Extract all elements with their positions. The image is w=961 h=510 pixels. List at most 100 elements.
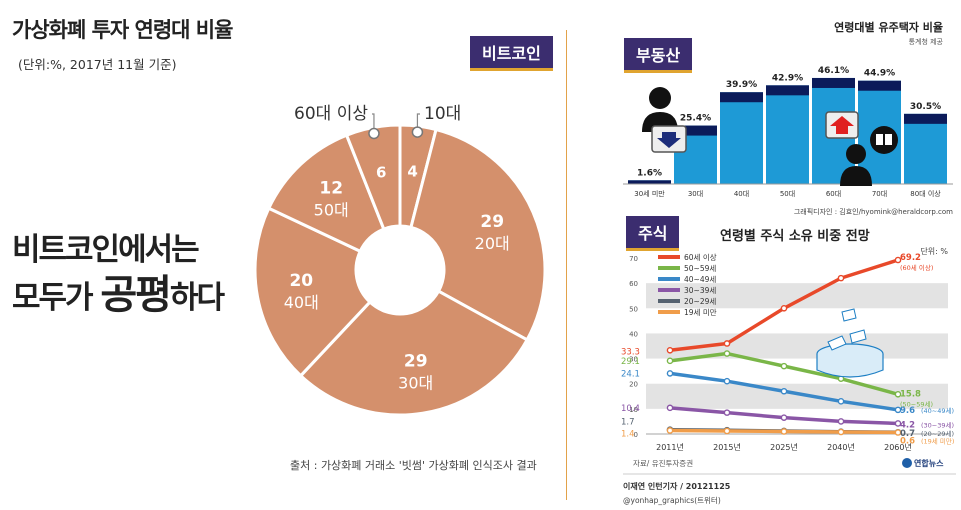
bar-value-label: 25.4% (680, 114, 711, 124)
headline-post: 하다 (169, 280, 225, 316)
bar-value-label: 30.5% (910, 102, 941, 112)
headline-pre: 모두가 (12, 280, 101, 316)
series-point (780, 304, 788, 312)
y-tick-label: 40 (629, 330, 638, 338)
bitcoin-tag: 비트코인 (470, 36, 553, 71)
series-point (894, 390, 902, 398)
stocks-reporter: 이재연 인턴기자 / 20121125 (623, 481, 731, 491)
series-point (666, 427, 674, 434)
legend-label: 19세 미만 (684, 308, 717, 317)
series-point (780, 387, 788, 395)
series-end-label: 69.2 (900, 253, 921, 263)
series-end-note: (60세 이상) (900, 263, 933, 272)
real-estate-tag: 부동산 (624, 38, 693, 73)
series-start-label: 1.7 (621, 418, 635, 428)
series-point (723, 409, 731, 416)
bar-category-label: 80대 이상 (910, 189, 941, 198)
y-tick-label: 10 (629, 406, 638, 414)
series-point (780, 362, 788, 370)
series-point (723, 340, 731, 347)
series-end-note: (20~29세) (921, 429, 954, 438)
series-point (723, 377, 731, 385)
stocks-tag: 주식 (626, 216, 680, 251)
legend-label: 60세 이상 (684, 252, 717, 262)
x-tick-label: 2060년 (884, 442, 912, 452)
headline-line-1: 비트코인에서는 (12, 232, 200, 268)
ballot-box-icon (816, 308, 884, 378)
series-end-note: (30~39세) (921, 420, 954, 429)
unit-note: (단위:%, 2017년 11월 기준) (18, 57, 177, 72)
stocks-brand: 연합뉴스 (914, 458, 944, 468)
donut-slice (409, 127, 547, 342)
series-end-label: 15.8 (900, 389, 921, 399)
series-end-label: 0.7 (900, 429, 915, 439)
series-point (723, 427, 731, 435)
donut-slice (298, 289, 530, 417)
callout-dot (411, 126, 424, 138)
series-point (837, 274, 845, 282)
callout-dot (368, 127, 380, 140)
series-start-label: 24.1 (621, 369, 640, 379)
bitcoin-source: 출처 : 가상화폐 거래소 '빗썸' 가상화폐 인식조사 결과 (290, 459, 537, 472)
x-tick-label: 2011년 (656, 442, 684, 452)
legend-label: 50~59세 (684, 264, 716, 273)
bar-value-label: 46.1% (818, 66, 849, 76)
series-end-label: 4.2 (900, 420, 915, 430)
bar (904, 113, 947, 184)
bar-top (674, 125, 717, 136)
section-divider (566, 30, 567, 500)
series-point (894, 406, 902, 414)
headline-emphasis: 공평 (100, 272, 172, 318)
donut-value-label: 6 (376, 163, 386, 181)
person-up-icon (825, 111, 898, 186)
legend-label: 30~39세 (684, 286, 716, 295)
donut-value-label: 20 (289, 271, 313, 291)
series-start-label: 33.3 (621, 347, 640, 357)
donut-callout-label: 10대 (424, 104, 461, 124)
x-tick-label: 2015년 (713, 442, 741, 452)
series-point (780, 414, 788, 421)
bar-top (904, 113, 947, 124)
bar-top (720, 92, 763, 103)
bar-category-label: 50대 (780, 190, 795, 198)
callout-line (372, 113, 375, 134)
person-down-icon (642, 87, 687, 153)
bar-top (766, 85, 809, 96)
stocks-source: 자료/ 유진투자증권 (633, 458, 693, 468)
donut-value-label: 4 (407, 162, 417, 180)
series-point (837, 418, 845, 425)
headline: 비트코인에서는 모두가 공평하다 (12, 228, 225, 321)
bar-value-label: 42.9% (772, 73, 803, 83)
donut-category-label: 40대 (284, 293, 319, 312)
series-point (894, 429, 902, 436)
y-tick-label: 30 (629, 356, 638, 364)
stocks-title: 연령별 주식 소유 비중 전망 (720, 228, 870, 244)
series-point (723, 350, 731, 357)
callout-line (416, 113, 420, 133)
donut-value-label: 29 (480, 212, 504, 232)
headline-line-2: 모두가 공평하다 (12, 272, 225, 321)
bar-top (628, 180, 671, 184)
real-estate-source: 통계청 제공 (909, 37, 944, 46)
stocks-handle: @yonhap_graphics(트위터) (623, 496, 721, 505)
series-point (780, 428, 788, 435)
series-end-note: (40~49세) (921, 406, 954, 415)
series-end-note: (50~59세) (900, 399, 933, 408)
series-point (837, 428, 845, 436)
y-tick-label: 60 (629, 280, 638, 288)
series-end-label: 0.6 (900, 436, 915, 446)
y-tick-label: 50 (629, 305, 638, 313)
donut-chart: 4 29 20대 29 30대 20 40대 12 50대 6 10대 60대 이상 (253, 104, 547, 417)
donut-value-label: 29 (404, 351, 428, 371)
bar-top (858, 80, 901, 91)
donut-category-label: 20대 (475, 234, 510, 253)
bar-category-label: 30대 (688, 190, 703, 198)
y-tick-label: 20 (629, 381, 638, 389)
series-start-label: 10.4 (621, 404, 640, 414)
bar-value-label: 1.6% (637, 168, 662, 178)
y-tick-label: 70 (629, 255, 638, 263)
real-estate-credit: 그래픽디자인 : 김효인/hyomink@heraldcorp.com (794, 207, 953, 216)
page-title: 가상화폐 투자 연령대 비율 (12, 18, 233, 42)
bar-value-label: 44.9% (864, 69, 895, 79)
series-point (666, 357, 674, 365)
